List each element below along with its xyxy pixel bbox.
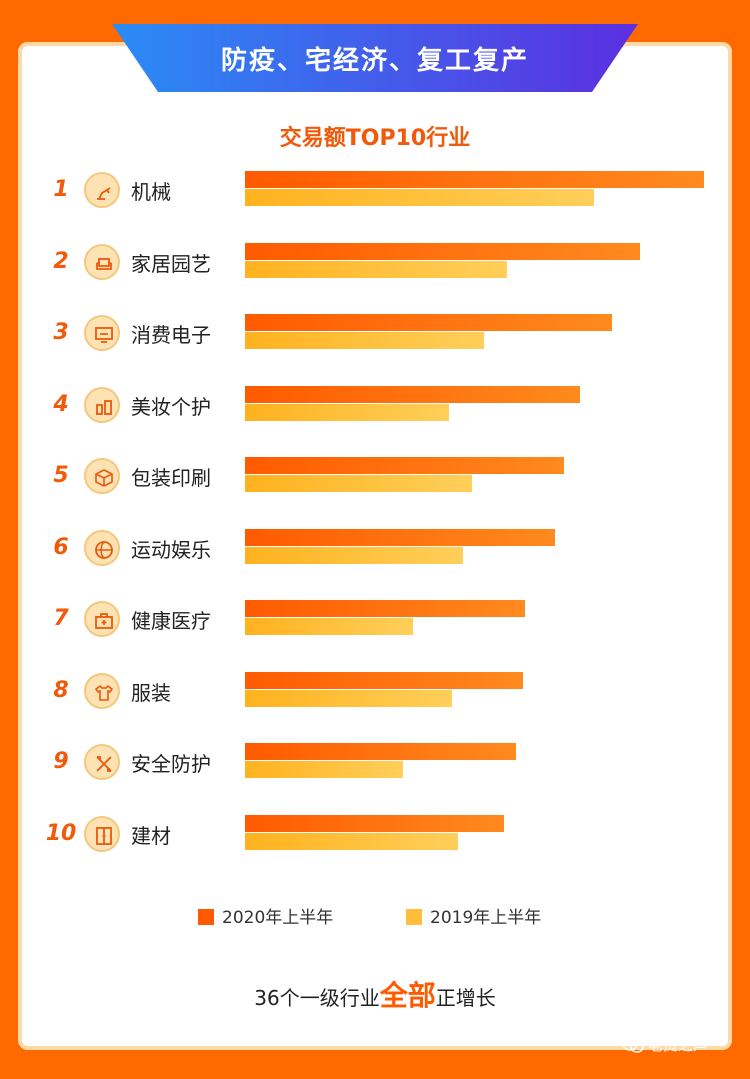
bar-2020 bbox=[245, 385, 581, 403]
bar-2020 bbox=[245, 743, 516, 760]
rank-number: 9 bbox=[53, 749, 69, 774]
monitor-icon bbox=[84, 315, 120, 351]
box-icon bbox=[84, 458, 120, 494]
category-label: 消费电子 bbox=[131, 323, 211, 347]
bar-2019 bbox=[245, 475, 473, 492]
title-banner: 防疫、宅经济、复工复产 bbox=[112, 24, 638, 94]
shirt-icon bbox=[84, 672, 120, 709]
rank-number: 5 bbox=[53, 463, 69, 488]
robot-arm-icon bbox=[84, 172, 120, 208]
category-label: 安全防护 bbox=[131, 752, 211, 776]
category-label: 美妆个护 bbox=[131, 394, 211, 419]
banner-title: 防疫、宅经济、复工复产 bbox=[220, 46, 529, 76]
sofa-icon bbox=[84, 243, 120, 280]
category-label: 服装 bbox=[131, 680, 171, 705]
rank-number: 3 bbox=[53, 320, 69, 345]
content-card bbox=[18, 42, 732, 1050]
tools-icon bbox=[84, 744, 120, 780]
rank-number: 6 bbox=[53, 534, 69, 560]
bar-2020 bbox=[245, 457, 564, 474]
legend-swatch-2019 bbox=[406, 909, 422, 925]
rank-number: 10 bbox=[45, 820, 77, 846]
rank-number: 2 bbox=[53, 248, 69, 274]
legend-label-2020: 2020年上半年 bbox=[222, 908, 334, 928]
medical-kit-icon bbox=[84, 601, 120, 637]
rank-number: 8 bbox=[53, 677, 69, 703]
banner-shape bbox=[112, 24, 638, 92]
footnote: 36个一级行业全部正增长 bbox=[0, 974, 750, 1014]
rank-number: 4 bbox=[53, 391, 69, 417]
footnote-highlight: 全部 bbox=[379, 979, 436, 1012]
legend-2020: 2020年上半年 bbox=[198, 903, 333, 928]
bar-2020 bbox=[245, 671, 523, 689]
wechat-icon bbox=[622, 1037, 644, 1053]
bar-2019 bbox=[245, 618, 413, 635]
category-label: 健康医疗 bbox=[131, 609, 211, 633]
ball-icon bbox=[84, 529, 120, 566]
legend-swatch-2020 bbox=[198, 909, 214, 925]
legend-label-2019: 2019年上半年 bbox=[430, 908, 542, 928]
bar-2019 bbox=[245, 403, 450, 421]
footnote-prefix: 36个一级行业 bbox=[254, 986, 380, 1010]
bar-2020 bbox=[245, 528, 555, 546]
bar-2019 bbox=[245, 689, 452, 707]
bar-2019 bbox=[245, 761, 404, 778]
bar-2020 bbox=[245, 171, 704, 188]
bar-2019 bbox=[245, 832, 459, 850]
bar-2019 bbox=[245, 260, 507, 278]
bar-2020 bbox=[245, 600, 525, 617]
watermark-text: 老挝之声 bbox=[648, 1036, 709, 1054]
category-label: 建材 bbox=[131, 823, 171, 848]
bar-2019 bbox=[245, 332, 484, 349]
bar-2020 bbox=[245, 814, 505, 832]
category-label: 家居园艺 bbox=[131, 251, 211, 276]
cabinet-icon bbox=[84, 815, 120, 852]
bar-2019 bbox=[245, 546, 464, 564]
chart-title: 交易额TOP10行业 bbox=[279, 126, 471, 151]
rank-number: 1 bbox=[53, 177, 69, 202]
legend-2019: 2019年上半年 bbox=[406, 903, 541, 928]
bar-2019 bbox=[245, 189, 594, 206]
category-label: 运动娱乐 bbox=[131, 537, 211, 562]
category-label: 包装印刷 bbox=[131, 466, 211, 490]
cosmetics-icon bbox=[84, 386, 120, 423]
rank-number: 7 bbox=[53, 606, 69, 631]
bar-2020 bbox=[245, 242, 640, 260]
category-label: 机械 bbox=[131, 180, 171, 204]
watermark: 老挝之声 bbox=[622, 1034, 708, 1055]
bar-2020 bbox=[245, 314, 613, 331]
footnote-suffix: 正增长 bbox=[435, 986, 496, 1010]
